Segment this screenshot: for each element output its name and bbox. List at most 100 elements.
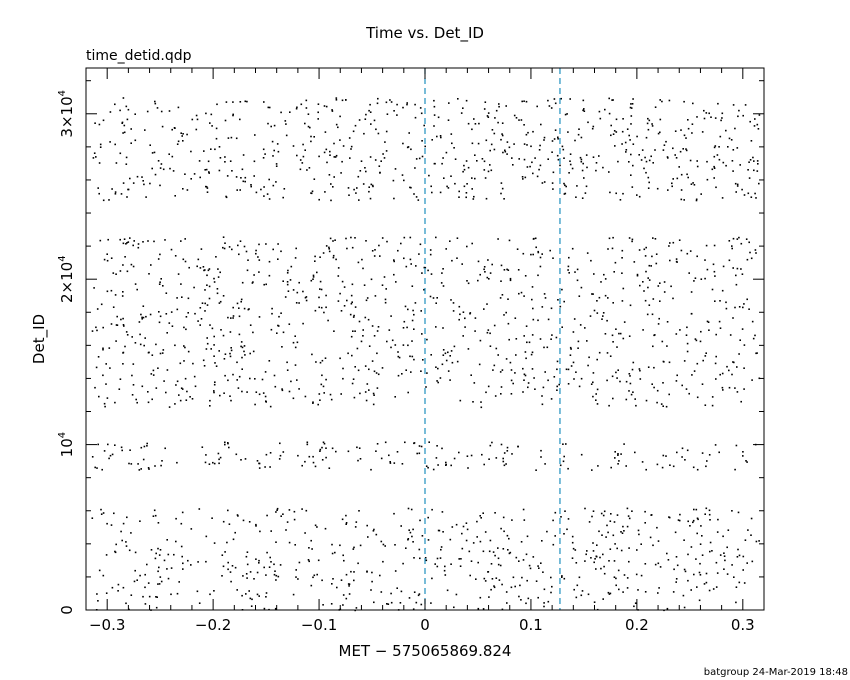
data-point: [213, 335, 215, 338]
data-point: [737, 511, 740, 514]
data-point: [556, 389, 558, 391]
data-point: [462, 525, 465, 528]
data-point: [742, 451, 744, 453]
data-point: [445, 461, 447, 464]
data-point: [732, 267, 734, 269]
data-point: [626, 587, 629, 589]
data-point: [114, 191, 117, 193]
data-point: [667, 189, 669, 191]
data-point: [181, 388, 184, 390]
data-point: [674, 154, 676, 156]
data-point: [447, 187, 450, 189]
data-point: [403, 320, 406, 323]
data-point: [604, 278, 607, 280]
data-point: [243, 345, 246, 347]
data-point: [610, 466, 612, 469]
data-point: [477, 142, 480, 145]
data-point: [736, 391, 739, 393]
data-point: [132, 363, 135, 365]
data-point: [307, 559, 310, 561]
data-point: [726, 573, 729, 575]
data-point: [159, 253, 161, 256]
data-point: [690, 291, 693, 293]
data-point: [206, 337, 208, 339]
data-point: [550, 107, 553, 109]
data-point: [241, 594, 243, 597]
data-point: [675, 581, 677, 583]
data-point: [488, 550, 491, 553]
data-point: [644, 255, 647, 257]
data-point: [586, 166, 588, 169]
data-point: [161, 460, 163, 462]
data-point: [522, 252, 525, 255]
data-point: [470, 560, 473, 562]
data-point: [425, 559, 428, 562]
data-point: [601, 318, 603, 320]
data-point: [705, 507, 708, 510]
data-point: [543, 139, 545, 141]
data-point: [121, 449, 123, 452]
data-point: [666, 607, 669, 610]
data-point: [269, 452, 272, 454]
data-point: [242, 154, 245, 156]
data-point: [420, 445, 423, 448]
data-point: [163, 559, 166, 562]
data-point: [613, 521, 616, 523]
data-point: [411, 285, 414, 287]
data-point: [680, 129, 682, 131]
data-point: [329, 154, 331, 156]
data-point: [184, 377, 187, 380]
data-point: [564, 113, 567, 116]
data-point: [569, 354, 572, 356]
data-point: [464, 317, 466, 320]
data-point: [492, 369, 494, 371]
data-point: [371, 325, 374, 327]
data-point: [742, 114, 744, 117]
data-point: [337, 126, 339, 129]
data-point: [262, 157, 265, 159]
data-point: [527, 597, 530, 600]
data-point: [491, 263, 493, 266]
data-point: [305, 299, 308, 302]
data-point: [624, 141, 627, 144]
data-point: [450, 563, 452, 565]
data-point: [573, 588, 575, 591]
data-point: [463, 185, 466, 188]
data-point: [110, 289, 113, 292]
data-point: [621, 249, 624, 252]
data-point: [352, 316, 355, 318]
data-point: [102, 199, 105, 202]
data-point: [490, 588, 492, 591]
data-point: [410, 263, 412, 265]
data-point: [354, 306, 357, 308]
data-point: [462, 335, 464, 337]
data-point: [114, 103, 116, 106]
data-point: [537, 596, 539, 599]
data-point: [668, 516, 670, 518]
data-point: [617, 453, 619, 455]
data-point: [608, 112, 611, 115]
data-point: [316, 573, 318, 576]
data-point: [737, 548, 739, 551]
data-point: [142, 241, 144, 243]
data-point: [489, 164, 491, 166]
data-point: [640, 574, 643, 577]
data-point: [122, 291, 124, 293]
data-point: [208, 285, 211, 288]
data-point: [199, 176, 201, 179]
data-point: [636, 135, 638, 138]
data-point: [94, 122, 96, 124]
data-point: [304, 395, 307, 398]
data-point: [209, 593, 211, 596]
data-point: [102, 119, 105, 122]
data-point: [598, 296, 601, 299]
data-point: [390, 346, 392, 349]
data-point: [683, 360, 686, 362]
data-point: [712, 263, 715, 266]
data-point: [530, 253, 532, 256]
data-point: [458, 318, 460, 321]
data-point: [704, 277, 706, 280]
data-point: [731, 564, 733, 566]
data-point: [592, 550, 595, 552]
data-point: [494, 117, 496, 119]
